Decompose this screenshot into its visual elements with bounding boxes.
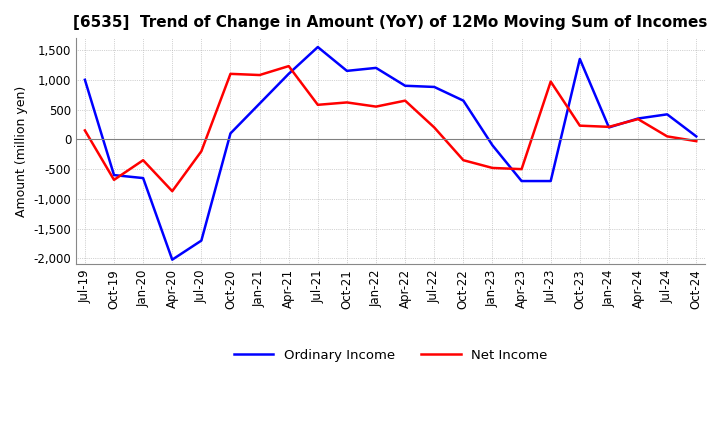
Ordinary Income [459,98,468,103]
Net Income [401,98,410,103]
Ordinary Income [575,56,584,62]
Net Income [459,158,468,163]
Ordinary Income [401,83,410,88]
Ordinary Income [109,172,118,178]
Legend: Ordinary Income, Net Income: Ordinary Income, Net Income [228,344,553,367]
Line: Net Income: Net Income [85,66,696,191]
Ordinary Income [430,84,438,90]
Ordinary Income [546,178,555,183]
Ordinary Income [197,238,206,243]
Ordinary Income [343,68,351,73]
Net Income [517,166,526,172]
Net Income [372,104,380,109]
Ordinary Income [663,112,672,117]
Ordinary Income [605,125,613,130]
Ordinary Income [634,116,642,121]
Net Income [81,128,89,133]
Ordinary Income [372,65,380,70]
Ordinary Income [313,44,322,50]
Net Income [256,73,264,78]
Ordinary Income [284,71,293,77]
Y-axis label: Amount (million yen): Amount (million yen) [15,86,28,217]
Net Income [605,124,613,129]
Net Income [663,134,672,139]
Net Income [575,123,584,128]
Ordinary Income [168,257,176,262]
Net Income [546,79,555,84]
Line: Ordinary Income: Ordinary Income [85,47,696,260]
Ordinary Income [692,134,701,139]
Net Income [343,100,351,105]
Ordinary Income [139,176,148,181]
Ordinary Income [488,143,497,148]
Ordinary Income [517,178,526,183]
Net Income [430,125,438,130]
Ordinary Income [81,77,89,82]
Ordinary Income [256,101,264,106]
Net Income [139,158,148,163]
Net Income [109,177,118,183]
Title: [6535]  Trend of Change in Amount (YoY) of 12Mo Moving Sum of Incomes: [6535] Trend of Change in Amount (YoY) o… [73,15,708,30]
Net Income [197,149,206,154]
Net Income [692,139,701,144]
Net Income [168,188,176,194]
Net Income [226,71,235,77]
Net Income [284,63,293,69]
Net Income [488,165,497,171]
Ordinary Income [226,131,235,136]
Net Income [313,102,322,107]
Net Income [634,117,642,122]
